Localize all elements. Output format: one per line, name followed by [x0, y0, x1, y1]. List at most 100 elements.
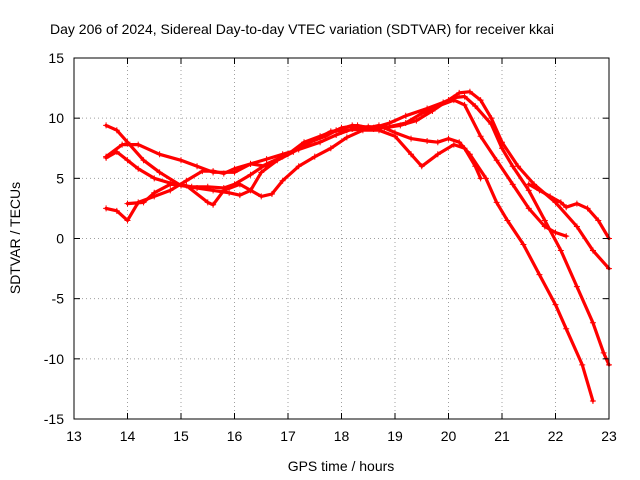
data-point — [151, 189, 158, 196]
x-tick-labels: 13 14 15 16 17 18 19 20 21 22 23 — [66, 428, 617, 444]
data-point — [536, 187, 543, 194]
axis-ticks — [73, 57, 610, 420]
data-point — [103, 122, 110, 129]
data-point — [472, 103, 479, 110]
data-point — [547, 193, 554, 200]
data-point — [220, 187, 227, 194]
data-point — [488, 115, 495, 122]
data-point — [563, 233, 570, 240]
data-point — [477, 175, 484, 182]
series-line — [104, 90, 611, 271]
data-point — [477, 97, 484, 104]
data-point — [247, 160, 254, 167]
data-point — [279, 177, 286, 184]
data-point — [135, 141, 142, 148]
data-point — [434, 151, 441, 158]
data-point — [499, 145, 505, 152]
data-point — [210, 201, 217, 208]
x-tick-label: 17 — [280, 428, 296, 444]
data-point — [573, 283, 580, 290]
data-point — [434, 139, 441, 146]
data-point — [424, 105, 431, 112]
data-point — [589, 319, 596, 326]
data-point — [466, 88, 473, 95]
data-point — [525, 205, 532, 212]
data-point — [573, 223, 580, 230]
y-tick-labels: 15 10 5 0 -5 -10 -15 — [44, 50, 64, 427]
data-point — [461, 93, 468, 100]
data-point — [231, 165, 238, 172]
series-track-3 — [103, 88, 612, 272]
x-tick-label: 18 — [334, 428, 350, 444]
data-point — [579, 361, 586, 368]
series-track-5 — [124, 127, 484, 208]
data-point — [525, 181, 532, 188]
data-point — [461, 145, 468, 152]
data-point — [424, 138, 431, 145]
data-point — [295, 163, 302, 170]
data-point — [472, 163, 479, 170]
data-point — [247, 171, 254, 178]
data-point — [119, 141, 126, 148]
data-point — [103, 153, 110, 160]
data-point — [536, 271, 543, 278]
series-track-1 — [103, 97, 570, 240]
data-point — [263, 163, 270, 170]
data-point — [327, 128, 334, 135]
data-point — [183, 182, 190, 189]
data-point — [413, 117, 420, 124]
x-tick-label: 22 — [548, 428, 564, 444]
x-tick-label: 13 — [66, 428, 82, 444]
data-point — [595, 217, 602, 224]
data-point — [493, 199, 500, 206]
y-axis-label: SDTVAR / TECUs — [7, 182, 23, 294]
x-tick-label: 23 — [601, 428, 617, 444]
data-point — [386, 119, 393, 126]
y-tick-label: -15 — [44, 411, 64, 427]
series-track-2 — [103, 93, 612, 368]
data-point — [520, 241, 527, 248]
y-tick-label: 10 — [48, 110, 64, 126]
y-tick-label: -5 — [52, 291, 65, 307]
data-point — [408, 151, 415, 158]
data-point — [210, 168, 217, 175]
data-point — [584, 205, 591, 212]
y-tick-label: -10 — [44, 351, 64, 367]
data-point — [557, 247, 564, 254]
data-point — [135, 165, 142, 172]
data-point — [573, 200, 580, 207]
data-point — [236, 192, 243, 199]
data-point — [124, 157, 131, 164]
series-track-6 — [525, 181, 612, 242]
data-point — [199, 168, 206, 175]
data-point — [477, 133, 484, 140]
data-point — [333, 132, 340, 139]
y-tick-label: 5 — [56, 170, 64, 186]
data-point — [461, 101, 468, 108]
data-point — [156, 169, 163, 176]
y-tick-label: 15 — [48, 50, 64, 66]
data-point — [509, 163, 516, 170]
data-point — [263, 156, 270, 163]
data-point — [204, 199, 211, 206]
x-tick-label: 16 — [227, 428, 243, 444]
chart-title: Day 206 of 2024, Sidereal Day-to-day VTE… — [50, 21, 554, 37]
series-line — [104, 94, 611, 367]
data-series — [103, 88, 612, 404]
series-line — [125, 128, 483, 207]
data-point — [343, 134, 350, 141]
data-point — [589, 397, 596, 404]
data-point — [194, 163, 201, 170]
x-tick-label: 21 — [494, 428, 510, 444]
series-track-4 — [103, 122, 596, 404]
x-axis-label: GPS time / hours — [288, 458, 395, 474]
data-point — [589, 247, 596, 254]
data-point — [456, 89, 463, 96]
data-point — [557, 199, 564, 206]
data-point — [204, 183, 211, 190]
data-point — [343, 127, 350, 134]
data-point — [317, 139, 324, 146]
data-point — [258, 169, 265, 176]
data-point — [220, 170, 227, 177]
